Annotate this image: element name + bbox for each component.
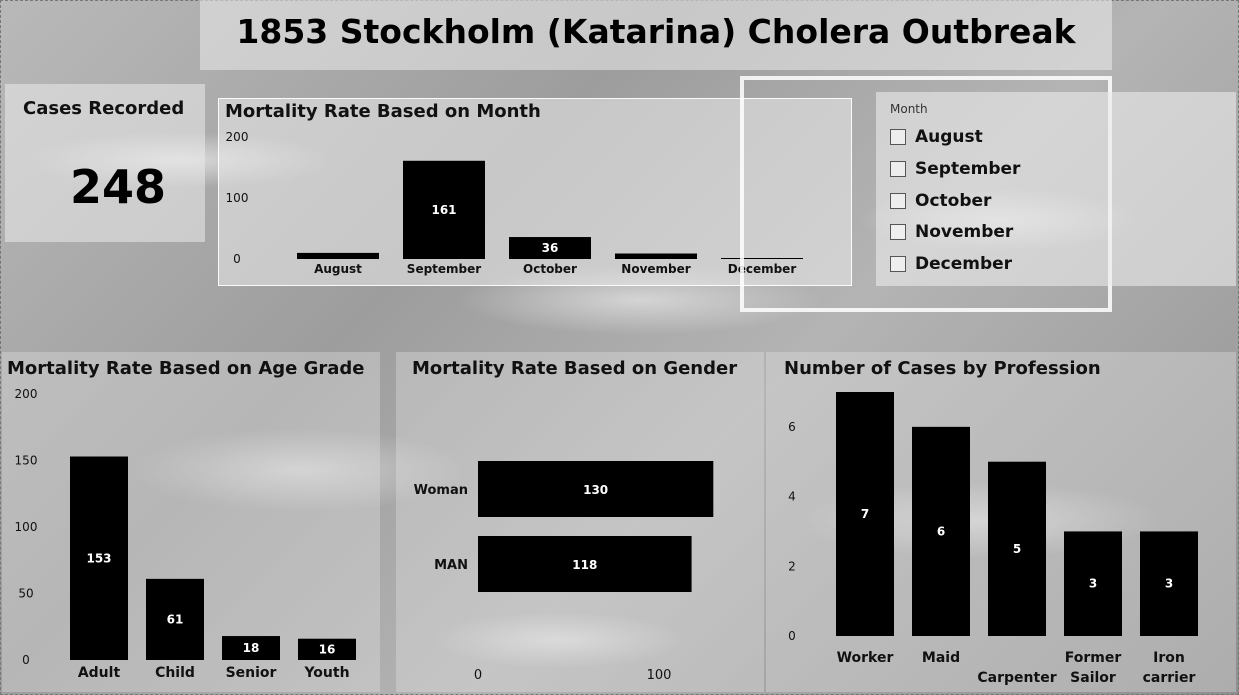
gender-chart: 0 100 130 Woman 118 MAN [414,461,714,683]
bar [297,252,379,259]
data-label: 5 [1013,542,1021,556]
category-label: Child [155,665,195,681]
bar [70,456,128,660]
y-tick-label: 4 [788,490,796,504]
x-tick-label: 100 [647,668,672,683]
y-tick-label: 100 [226,191,249,205]
data-label: 16 [319,642,336,656]
data-label: 161 [431,203,456,217]
category-label: Sailor [1070,670,1116,686]
category-label: carrier [1143,670,1196,686]
profession-chart: 0 2 4 6 7 Worker 6 Maid 5 Carpenter 3 Former Sailor 3… [788,392,1198,686]
bar [478,536,692,592]
checkbox-icon[interactable] [890,193,906,209]
slicer-option-october[interactable]: October [890,190,991,212]
category-label: Senior [226,665,277,681]
slicer-option-december[interactable]: December [890,253,1012,275]
bar [403,160,485,259]
slicer-option-august[interactable]: August [890,126,983,148]
y-tick-label: 200 [15,387,38,401]
category-label: October [523,262,577,276]
y-tick-label: 2 [788,559,796,573]
profession-chart-panel: Number of Cases by Profession 0 2 4 6 7 Worke… [766,352,1236,692]
data-label: 36 [542,241,559,255]
bar [298,638,356,660]
data-label: 61 [167,612,184,626]
category-label: Worker [837,650,894,666]
profession-chart-title: Number of Cases by Profession [784,358,1101,379]
gender-chart-title: Mortality Rate Based on Gender [412,358,738,379]
bar [615,253,697,259]
category-label: MAN [434,558,468,573]
bar [146,578,204,660]
y-tick-label: 6 [788,420,796,434]
bar [836,392,894,636]
age-chart-panel: Mortality Rate Based on Age Grade 0 50 100… [2,352,380,692]
age-chart: 0 50 100 150 200 153 Adult 61 Child 18 Senior 16 You… [15,387,356,681]
category-label: Woman [414,483,468,498]
category-label: August [314,262,362,276]
bar [478,461,714,517]
data-label: 130 [583,483,608,497]
data-label: 3 [1165,577,1173,591]
bar [988,461,1046,636]
month-chart-title: Mortality Rate Based on Month [225,101,541,122]
kpi-card: Cases Recorded 248 [5,84,205,242]
category-label: Maid [922,650,960,666]
month-chart-panel: Mortality Rate Based on Month 0 100 200 Aug… [218,98,852,286]
checkbox-icon[interactable] [890,161,906,177]
month-slicer: Month August September October November … [876,92,1236,286]
checkbox-icon[interactable] [890,256,906,272]
gender-chart-panel: Mortality Rate Based on Gender 0 100 130 Wo… [396,352,764,692]
checkbox-icon[interactable] [890,224,906,240]
y-tick-label: 0 [22,653,30,667]
category-label: December [728,262,797,276]
category-label: November [621,262,690,276]
title-panel: 1853 Stockholm (Katarina) Cholera Outbre… [200,0,1112,70]
data-label: 3 [1089,577,1097,591]
slicer-header: Month [890,102,928,116]
kpi-label: Cases Recorded [23,98,185,119]
report-title: 1853 Stockholm (Katarina) Cholera Outbre… [236,12,1076,51]
data-label: 7 [861,507,869,521]
y-tick-label: 0 [788,629,796,643]
data-label: 153 [86,551,111,565]
month-chart: 0 100 200 August 161 September 36 October Novemb… [226,130,803,276]
category-label: Former [1065,650,1122,666]
category-label: Adult [78,665,121,681]
y-tick-label: 0 [233,252,241,266]
age-chart-title: Mortality Rate Based on Age Grade [7,358,365,379]
bar [509,237,591,259]
checkbox-icon[interactable] [890,129,906,145]
category-label: Youth [303,665,349,681]
data-label: 18 [243,641,260,655]
y-tick-label: 100 [15,520,38,534]
bar [912,426,970,636]
y-tick-label: 200 [226,130,249,144]
bar [721,258,803,259]
bar [1064,531,1122,636]
bar [222,636,280,660]
y-tick-label: 50 [18,587,33,601]
slicer-option-november[interactable]: November [890,221,1013,243]
slicer-option-september[interactable]: September [890,158,1020,180]
data-label: 6 [937,524,945,538]
y-tick-label: 150 [15,454,38,468]
category-label: Carpenter [977,670,1056,686]
category-label: September [407,262,481,276]
bar [1140,531,1198,636]
x-tick-label: 0 [474,668,482,683]
data-label: 118 [572,558,597,572]
kpi-value: 248 [70,160,167,214]
category-label: Iron [1153,650,1185,666]
